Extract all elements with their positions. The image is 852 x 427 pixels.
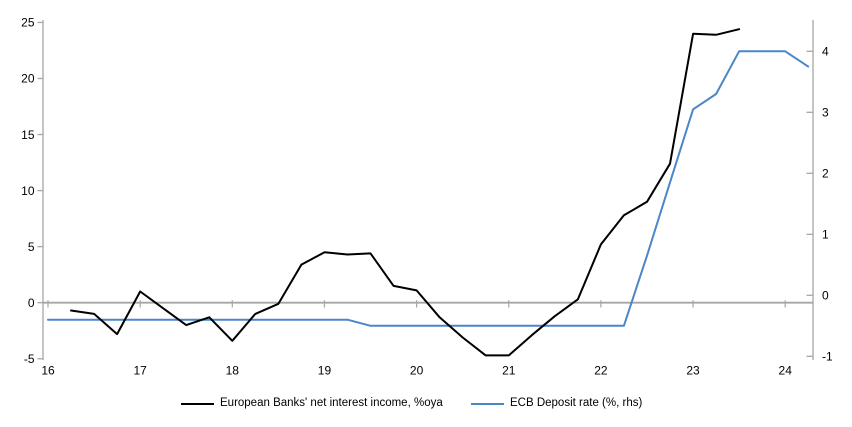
y-axis-right-tick-label: 2 [822, 167, 829, 181]
y-axis-right-tick-label: 4 [822, 45, 829, 59]
legend-line-swatch-black [181, 402, 214, 405]
y-axis-right-tick-label: 3 [822, 106, 829, 120]
chart-legend: European Banks' net interest income, %oy… [0, 396, 852, 416]
y-axis-left-tick-label: 0 [28, 296, 35, 310]
legend-label-net-interest-income: European Banks' net interest income, %oy… [220, 397, 443, 409]
y-axis-left-tick-label: 25 [21, 16, 35, 30]
series-line-net-interest-income [70, 28, 741, 357]
x-axis-tick-label: 18 [226, 364, 240, 378]
legend-item-ecb-deposit-rate: ECB Deposit rate (%, rhs) [471, 396, 642, 411]
legend-label-ecb-deposit-rate: ECB Deposit rate (%, rhs) [510, 397, 643, 409]
y-axis-left-tick-label: 10 [21, 184, 35, 198]
x-axis-tick-label: 21 [502, 364, 516, 378]
y-axis-right-tick-label: -1 [822, 350, 833, 364]
y-axis-left-tick-label: -5 [24, 352, 35, 366]
legend-item-net-interest-income: European Banks' net interest income, %oy… [181, 396, 443, 411]
x-axis-tick-label: 19 [318, 364, 332, 378]
legend-line-swatch-blue [471, 402, 504, 405]
x-axis-tick-label: 17 [133, 364, 147, 378]
y-axis-left-tick-label: 5 [28, 240, 35, 254]
x-axis-tick-label: 24 [779, 364, 793, 378]
x-axis-tick-label: 16 [41, 364, 55, 378]
x-axis-tick-label: 20 [410, 364, 424, 378]
x-axis-tick-label: 22 [594, 364, 608, 378]
y-axis-left-tick-label: 15 [21, 128, 35, 142]
series-line-ecb-deposit-rate [47, 50, 810, 327]
x-axis-tick-label: 23 [686, 364, 700, 378]
y-axis-right-tick-label: 0 [822, 289, 829, 303]
y-axis-left-tick-label: 20 [21, 72, 35, 86]
y-axis-right-tick-label: 1 [822, 228, 829, 242]
